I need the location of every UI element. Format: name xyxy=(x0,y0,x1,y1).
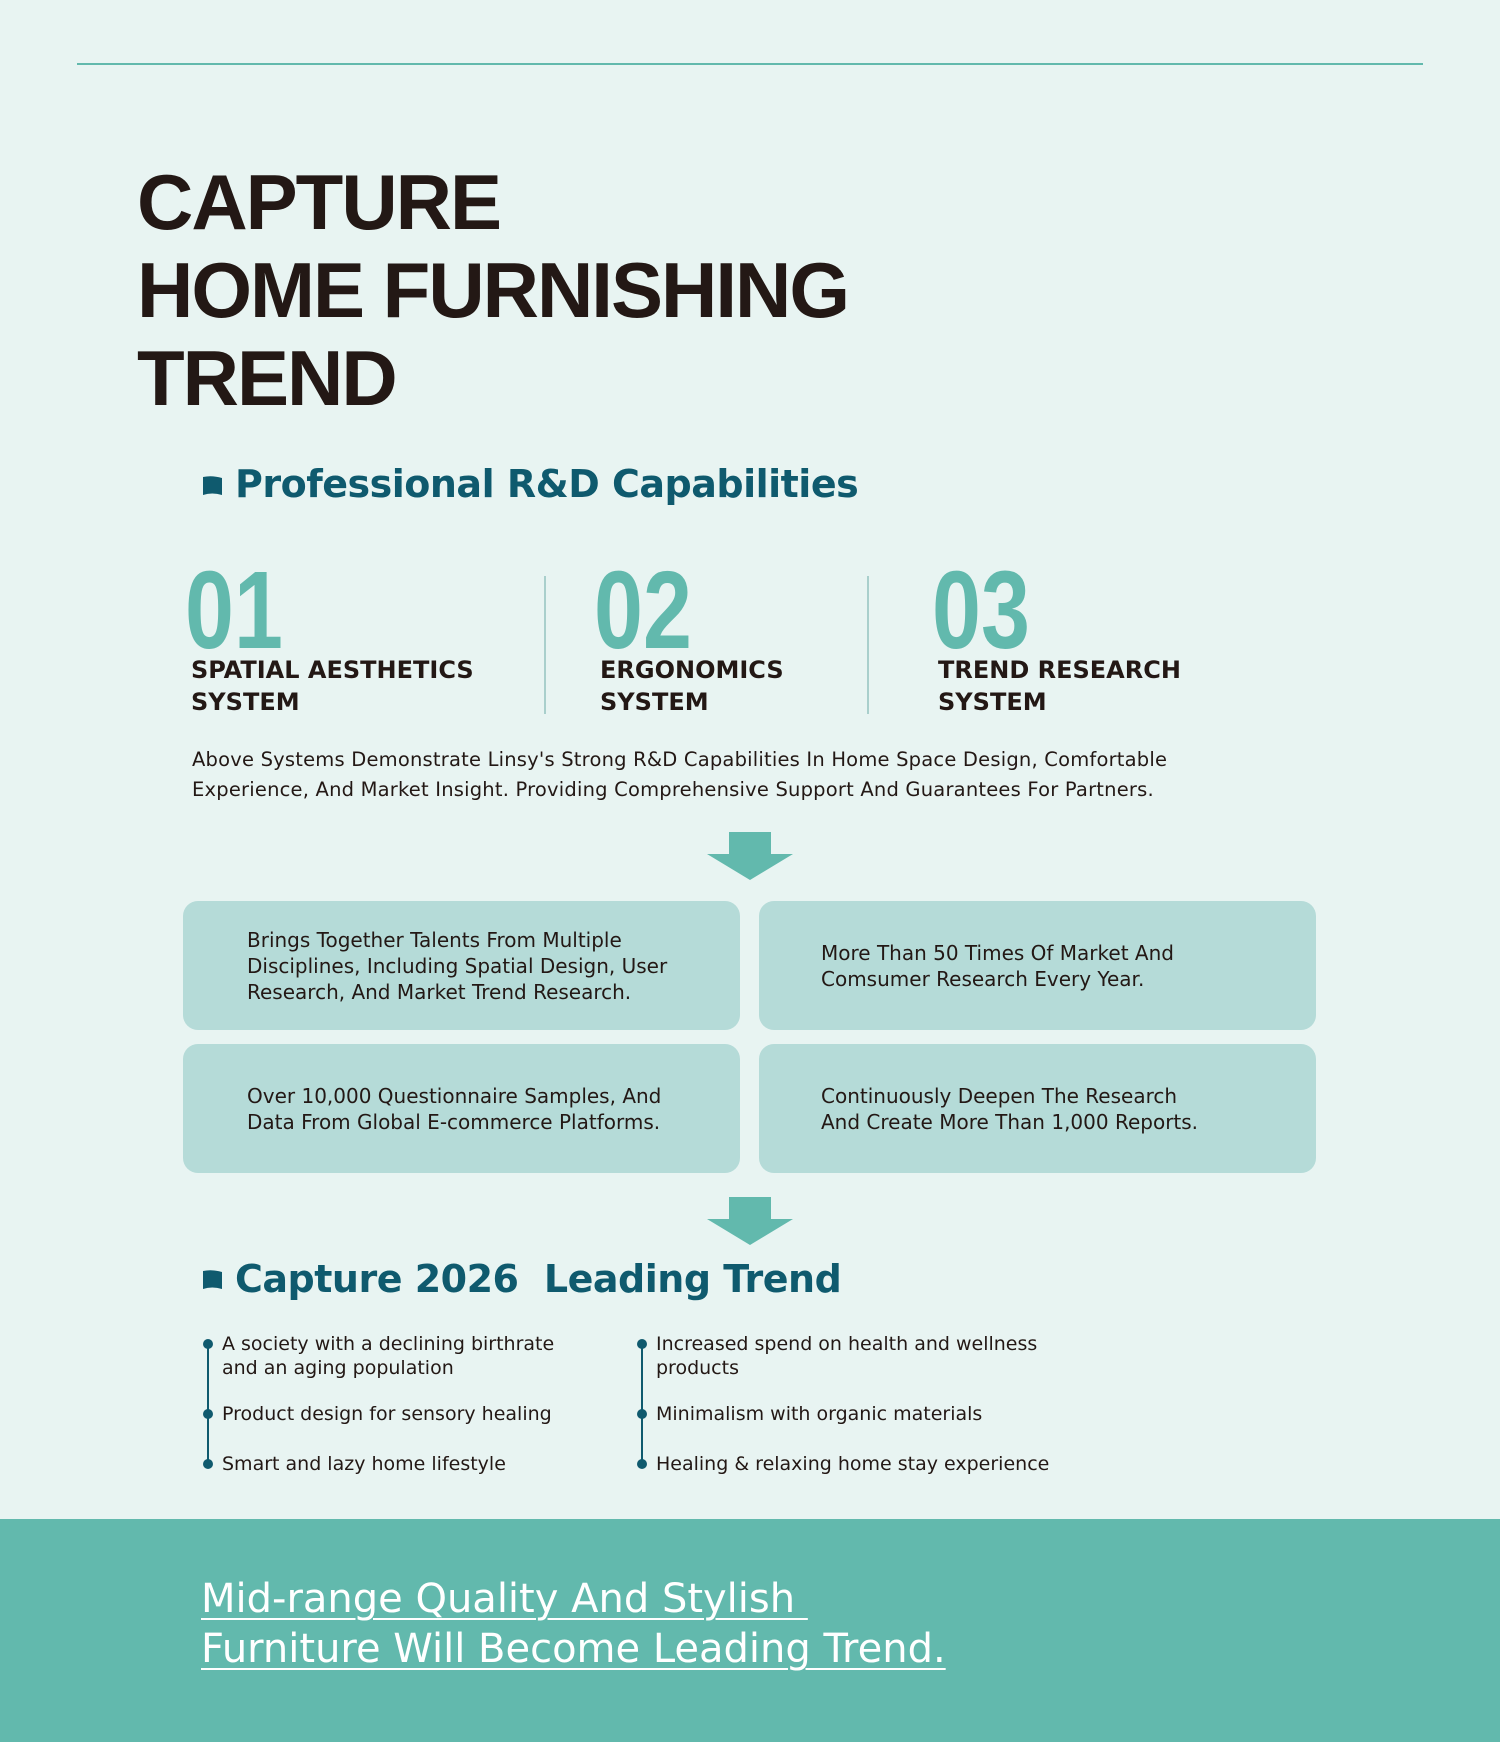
section-heading: Capture 2026 Leading Trend xyxy=(235,1257,842,1301)
system-number: 03 xyxy=(932,549,1030,672)
card-text: Comsumer Research Every Year. xyxy=(821,966,1145,991)
trend-item: Product design for sensory healing xyxy=(222,1403,552,1425)
arrow xyxy=(707,832,793,880)
system-number: 02 xyxy=(594,549,692,672)
system-label: SYSTEM xyxy=(191,688,300,716)
system-label: SYSTEM xyxy=(938,688,1047,716)
timeline xyxy=(641,1344,643,1464)
description: Above Systems Demonstrate Linsy's Strong… xyxy=(192,748,1168,771)
card-text: Over 10,000 Questionnaire Samples, And xyxy=(247,1083,662,1108)
trend-item: Healing & relaxing home stay experience xyxy=(656,1453,1050,1475)
card: Continuously Deepen The Research And Crea… xyxy=(759,1044,1316,1173)
system-label: ERGONOMICS xyxy=(600,656,784,684)
section-heading: Professional R&D Capabilities xyxy=(235,462,859,506)
bullet xyxy=(637,1459,647,1469)
bullet xyxy=(203,1339,213,1349)
trend-item: Minimalism with organic materials xyxy=(656,1403,983,1425)
system-label: SYSTEM xyxy=(600,688,709,716)
card-text: More Than 50 Times Of Market And xyxy=(821,940,1174,965)
card-text: And Create More Than 1,000 Reports. xyxy=(821,1109,1199,1134)
footer-text: Mid-range Quality And Stylish xyxy=(201,1576,808,1622)
system-label: SPATIAL AESTHETICS xyxy=(191,656,474,684)
title-line: TREND xyxy=(137,334,398,422)
card: More Than 50 Times Of Market And Comsumer… xyxy=(759,901,1316,1030)
divider xyxy=(867,576,869,714)
trend-item: Smart and lazy home lifestyle xyxy=(222,1453,506,1475)
description: Experience, And Market Insight. Providin… xyxy=(192,778,1154,801)
timeline xyxy=(207,1344,209,1464)
bullet xyxy=(203,1459,213,1469)
divider xyxy=(544,576,546,714)
title-line: CAPTURE xyxy=(137,158,502,246)
system-label: TREND RESEARCH xyxy=(938,656,1181,684)
bullet xyxy=(637,1409,647,1419)
card: Over 10,000 Questionnaire Samples, And Da… xyxy=(183,1044,740,1173)
heading-icon xyxy=(203,476,222,495)
trend-item: and an aging population xyxy=(222,1357,454,1379)
card-text: Continuously Deepen The Research xyxy=(821,1083,1178,1108)
card-text: Disciplines, Including Spatial Design, U… xyxy=(247,953,668,978)
footer-text: Furniture Will Become Leading Trend. xyxy=(201,1626,946,1672)
system-number: 01 xyxy=(185,549,283,672)
bullet xyxy=(637,1339,647,1349)
trend-item: products xyxy=(656,1357,739,1379)
title-line: HOME FURNISHING xyxy=(137,246,850,334)
trend-item: A society with a declining birthrate xyxy=(222,1333,555,1355)
card: Brings Together Talents From Multiple Dis… xyxy=(183,901,740,1030)
card-text: Data From Global E-commerce Platforms. xyxy=(247,1109,661,1134)
card-text: Research, And Market Trend Research. xyxy=(247,979,632,1004)
trend-item: Increased spend on health and wellness xyxy=(656,1333,1038,1355)
footer-band xyxy=(0,1519,1500,1742)
arrow xyxy=(707,1197,793,1245)
heading-icon xyxy=(203,1270,222,1289)
bullet xyxy=(203,1409,213,1419)
card-text: Brings Together Talents From Multiple xyxy=(247,927,622,952)
top-rule xyxy=(77,63,1423,65)
